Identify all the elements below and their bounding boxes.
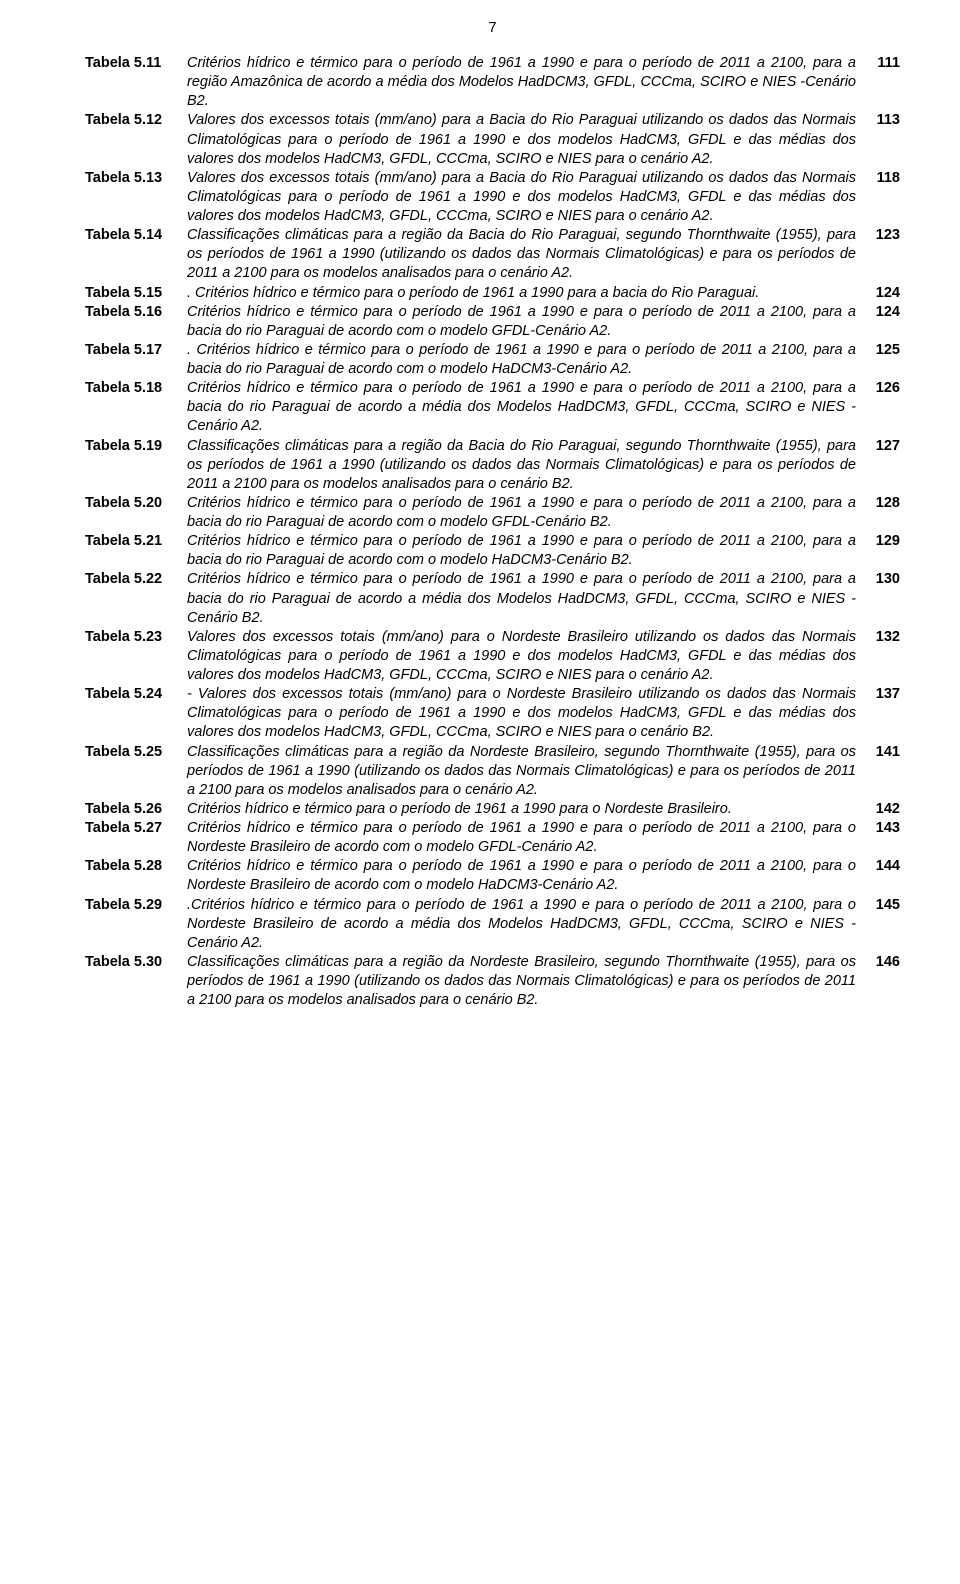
table-page-ref: 124 [866, 303, 900, 322]
list-item: Tabela 5.24- Valores dos excessos totais… [85, 685, 900, 742]
table-page-ref: 145 [866, 896, 900, 915]
table-description: Valores dos excessos totais (mm/ano) par… [187, 111, 866, 168]
table-description: Critérios hídrico e térmico para o perío… [187, 570, 866, 627]
list-item: Tabela 5.13Valores dos excessos totais (… [85, 169, 900, 226]
list-item: Tabela 5.22Critérios hídrico e térmico p… [85, 570, 900, 627]
table-label: Tabela 5.25 [85, 743, 187, 762]
table-description: Critérios hídrico e térmico para o perío… [187, 532, 866, 570]
table-label: Tabela 5.12 [85, 111, 187, 130]
table-label: Tabela 5.11 [85, 54, 187, 73]
list-item: Tabela 5.14Classificações climáticas par… [85, 226, 900, 283]
table-description: Critérios hídrico e térmico para o perío… [187, 54, 866, 111]
table-page-ref: 143 [866, 819, 900, 838]
table-label: Tabela 5.29 [85, 896, 187, 915]
table-description: Valores dos excessos totais (mm/ano) par… [187, 628, 866, 685]
table-label: Tabela 5.26 [85, 800, 187, 819]
list-item: Tabela 5.17. Critérios hídrico e térmico… [85, 341, 900, 379]
table-page-ref: 142 [866, 800, 900, 819]
table-page-ref: 144 [866, 857, 900, 876]
table-page-ref: 146 [866, 953, 900, 972]
list-item: Tabela 5.27Critérios hídrico e térmico p… [85, 819, 900, 857]
table-label: Tabela 5.30 [85, 953, 187, 972]
table-description: - Valores dos excessos totais (mm/ano) p… [187, 685, 866, 742]
list-item: Tabela 5.25Classificações climáticas par… [85, 743, 900, 800]
table-page-ref: 137 [866, 685, 900, 704]
table-page-ref: 118 [866, 169, 900, 188]
table-page-ref: 129 [866, 532, 900, 551]
list-item: Tabela 5.19Classificações climáticas par… [85, 437, 900, 494]
list-item: Tabela 5.23Valores dos excessos totais (… [85, 628, 900, 685]
list-item: Tabela 5.30Classificações climáticas par… [85, 953, 900, 1010]
table-label: Tabela 5.20 [85, 494, 187, 513]
table-label: Tabela 5.24 [85, 685, 187, 704]
table-label: Tabela 5.17 [85, 341, 187, 360]
table-page-ref: 123 [866, 226, 900, 245]
list-item: Tabela 5.15. Critérios hídrico e térmico… [85, 284, 900, 303]
list-item: Tabela 5.16Critérios hídrico e térmico p… [85, 303, 900, 341]
table-page-ref: 132 [866, 628, 900, 647]
list-item: Tabela 5.28Critérios hídrico e térmico p… [85, 857, 900, 895]
table-page-ref: 130 [866, 570, 900, 589]
table-of-tables: Tabela 5.11Critérios hídrico e térmico p… [85, 54, 900, 1010]
table-label: Tabela 5.14 [85, 226, 187, 245]
table-label: Tabela 5.27 [85, 819, 187, 838]
table-description: Classificações climáticas para a região … [187, 743, 866, 800]
table-label: Tabela 5.15 [85, 284, 187, 303]
table-page-ref: 141 [866, 743, 900, 762]
table-description: Critérios hídrico e térmico para o perío… [187, 800, 866, 819]
table-page-ref: 128 [866, 494, 900, 513]
table-description: . Critérios hídrico e térmico para o per… [187, 341, 866, 379]
table-page-ref: 125 [866, 341, 900, 360]
table-label: Tabela 5.13 [85, 169, 187, 188]
table-description: Critérios hídrico e térmico para o perío… [187, 379, 866, 436]
list-item: Tabela 5.29.Critérios hídrico e térmico … [85, 896, 900, 953]
table-page-ref: 127 [866, 437, 900, 456]
list-item: Tabela 5.12Valores dos excessos totais (… [85, 111, 900, 168]
table-label: Tabela 5.23 [85, 628, 187, 647]
table-page-ref: 124 [866, 284, 900, 303]
table-page-ref: 126 [866, 379, 900, 398]
list-item: Tabela 5.20Critérios hídrico e térmico p… [85, 494, 900, 532]
table-description: Critérios hídrico e térmico para o perío… [187, 857, 866, 895]
page-number: 7 [85, 20, 900, 36]
table-description: Critérios hídrico e térmico para o perío… [187, 494, 866, 532]
document-page: 7 Tabela 5.11Critérios hídrico e térmico… [0, 0, 960, 1050]
table-description: Critérios hídrico e térmico para o perío… [187, 819, 866, 857]
table-description: Classificações climáticas para a região … [187, 437, 866, 494]
table-label: Tabela 5.18 [85, 379, 187, 398]
list-item: Tabela 5.11Critérios hídrico e térmico p… [85, 54, 900, 111]
list-item: Tabela 5.26Critérios hídrico e térmico p… [85, 800, 900, 819]
table-description: Critérios hídrico e térmico para o perío… [187, 303, 866, 341]
list-item: Tabela 5.21Critérios hídrico e térmico p… [85, 532, 900, 570]
list-item: Tabela 5.18Critérios hídrico e térmico p… [85, 379, 900, 436]
table-label: Tabela 5.16 [85, 303, 187, 322]
table-description: . Critérios hídrico e térmico para o per… [187, 284, 866, 303]
table-description: Classificações climáticas para a região … [187, 953, 866, 1010]
table-page-ref: 111 [866, 54, 900, 73]
table-description: Valores dos excessos totais (mm/ano) par… [187, 169, 866, 226]
table-page-ref: 113 [866, 111, 900, 130]
table-label: Tabela 5.21 [85, 532, 187, 551]
table-label: Tabela 5.28 [85, 857, 187, 876]
table-description: Classificações climáticas para a região … [187, 226, 866, 283]
table-description: .Critérios hídrico e térmico para o perí… [187, 896, 866, 953]
table-label: Tabela 5.22 [85, 570, 187, 589]
table-label: Tabela 5.19 [85, 437, 187, 456]
